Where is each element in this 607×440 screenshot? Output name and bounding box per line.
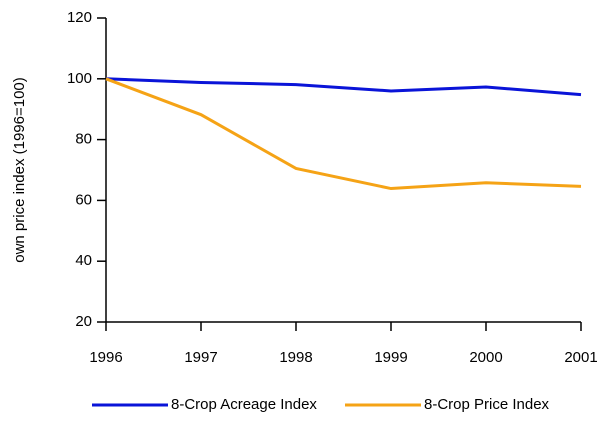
y-tick-label: 20 (75, 313, 92, 330)
y-tick-label: 100 (67, 70, 92, 87)
legend-label: 8-Crop Price Index (424, 396, 550, 413)
x-tick-label: 1997 (184, 349, 217, 366)
legend-label: 8-Crop Acreage Index (171, 396, 317, 413)
series-line (105, 77, 582, 191)
x-tick-label: 2000 (469, 349, 502, 366)
x-tick-label: 1999 (374, 349, 407, 366)
y-axis-label: own price index (1996=100) (11, 77, 28, 263)
y-tick-label: 40 (75, 252, 92, 269)
y-tick-label: 60 (75, 191, 92, 208)
x-tick-label: 1998 (279, 349, 312, 366)
x-tick-label: 1996 (89, 349, 122, 366)
y-tick-label: 120 (67, 9, 92, 26)
x-tick-label: 2001 (564, 349, 597, 366)
series-line (105, 77, 582, 97)
y-tick-label: 80 (75, 131, 92, 148)
